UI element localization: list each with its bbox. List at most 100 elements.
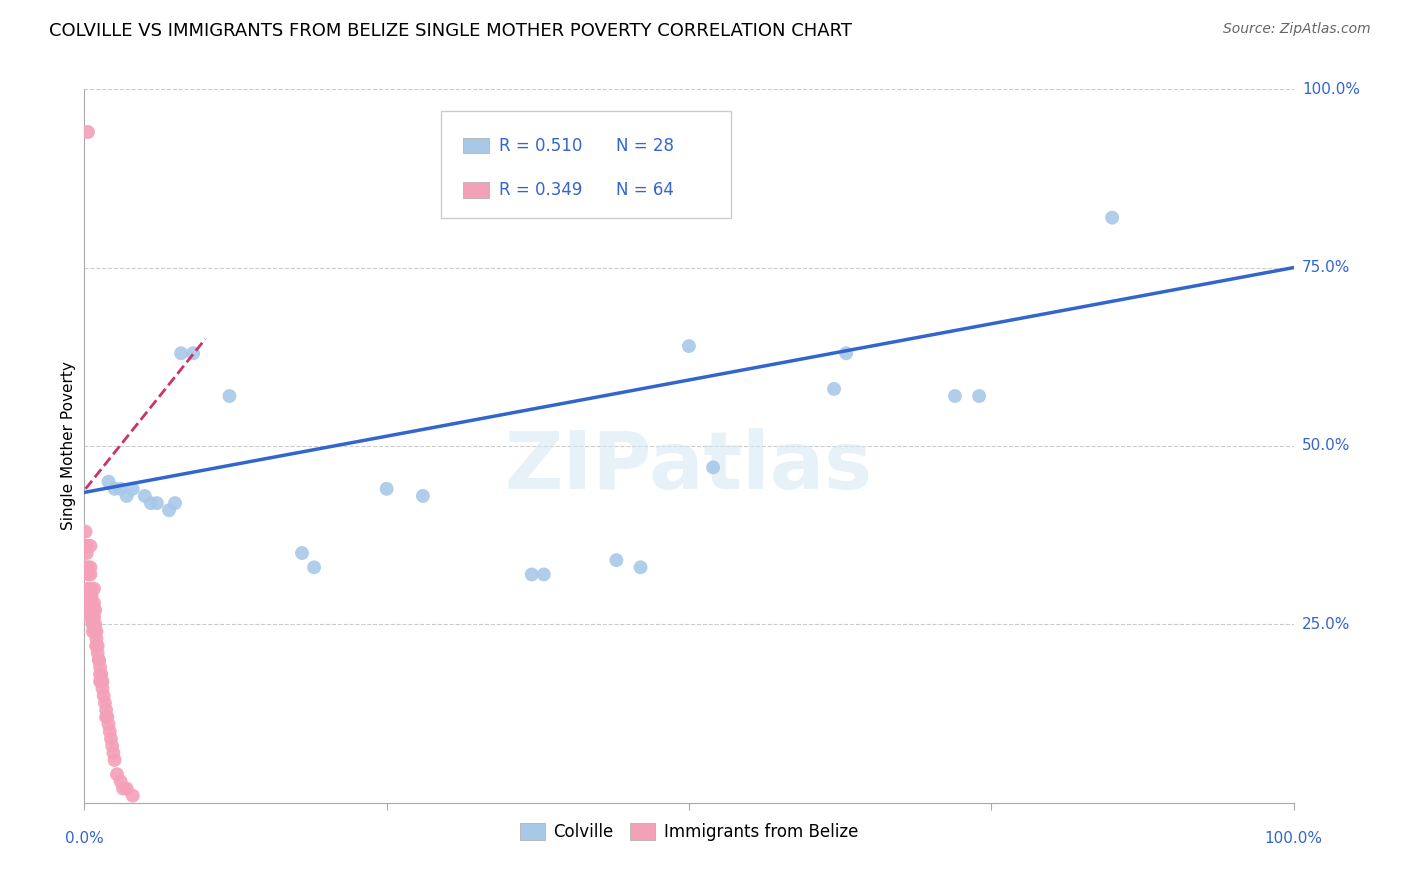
Point	[115, 781, 138, 796]
Point	[97, 475, 120, 489]
Point	[77, 125, 100, 139]
Point	[80, 589, 103, 603]
Point	[121, 482, 143, 496]
Point	[94, 703, 117, 717]
Point	[90, 674, 112, 689]
Point	[77, 596, 100, 610]
Point	[86, 646, 108, 660]
Point	[157, 503, 180, 517]
Text: ZIPatlas: ZIPatlas	[505, 428, 873, 507]
Point	[412, 489, 434, 503]
Text: COLVILLE VS IMMIGRANTS FROM BELIZE SINGLE MOTHER POVERTY CORRELATION CHART: COLVILLE VS IMMIGRANTS FROM BELIZE SINGL…	[49, 22, 852, 40]
Point	[835, 346, 858, 360]
Point	[79, 560, 101, 574]
Text: N = 28: N = 28	[616, 136, 675, 154]
Point	[75, 524, 97, 539]
Text: 75.0%: 75.0%	[1302, 260, 1350, 275]
Point	[139, 496, 162, 510]
Point	[84, 603, 107, 617]
Point	[97, 717, 120, 731]
Point	[105, 767, 128, 781]
Text: 25.0%: 25.0%	[1302, 617, 1350, 632]
Point	[630, 560, 652, 574]
Point	[291, 546, 314, 560]
Text: R = 0.349: R = 0.349	[499, 181, 582, 199]
Text: R = 0.510: R = 0.510	[499, 136, 582, 154]
Point	[110, 482, 132, 496]
Point	[89, 674, 111, 689]
Point	[87, 653, 110, 667]
Text: N = 64: N = 64	[616, 181, 675, 199]
Point	[76, 560, 98, 574]
Point	[86, 624, 108, 639]
Point	[75, 539, 97, 553]
Point	[83, 610, 105, 624]
Point	[76, 546, 98, 560]
Point	[77, 589, 100, 603]
Point	[110, 774, 132, 789]
Point	[112, 781, 135, 796]
Text: 100.0%: 100.0%	[1264, 831, 1323, 847]
Text: 0.0%: 0.0%	[65, 831, 104, 847]
Point	[80, 596, 103, 610]
Point	[170, 346, 193, 360]
Point	[101, 739, 124, 753]
Point	[165, 496, 187, 510]
Point	[89, 660, 111, 674]
Point	[77, 582, 100, 596]
FancyBboxPatch shape	[463, 137, 489, 153]
Point	[115, 489, 138, 503]
Point	[678, 339, 700, 353]
Point	[302, 560, 325, 574]
Point	[605, 553, 627, 567]
FancyBboxPatch shape	[463, 182, 489, 198]
Point	[93, 689, 115, 703]
Point	[121, 789, 143, 803]
Point	[79, 539, 101, 553]
Point	[82, 603, 104, 617]
Point	[84, 624, 107, 639]
Point	[98, 724, 121, 739]
Point	[104, 753, 127, 767]
Point	[84, 617, 107, 632]
Text: Source: ZipAtlas.com: Source: ZipAtlas.com	[1223, 22, 1371, 37]
Point	[79, 567, 101, 582]
Point	[134, 489, 156, 503]
Point	[77, 567, 100, 582]
Point	[87, 653, 110, 667]
Text: 50.0%: 50.0%	[1302, 439, 1350, 453]
FancyBboxPatch shape	[441, 111, 731, 218]
Point	[533, 567, 555, 582]
Point	[80, 603, 103, 617]
Point	[86, 639, 108, 653]
Point	[146, 496, 169, 510]
Point	[82, 624, 104, 639]
Point	[967, 389, 990, 403]
Point	[77, 610, 100, 624]
Point	[94, 696, 117, 710]
Y-axis label: Single Mother Poverty: Single Mother Poverty	[60, 361, 76, 531]
Point	[90, 667, 112, 681]
Point	[83, 596, 105, 610]
Point	[82, 617, 104, 632]
Point	[1101, 211, 1123, 225]
Point	[520, 567, 543, 582]
Point	[86, 632, 108, 646]
Point	[86, 639, 108, 653]
Point	[83, 603, 105, 617]
Point	[77, 560, 100, 574]
Legend: Colville, Immigrants from Belize: Colville, Immigrants from Belize	[513, 816, 865, 848]
Point	[181, 346, 204, 360]
Point	[103, 746, 125, 760]
Point	[218, 389, 240, 403]
Point	[83, 582, 105, 596]
Text: 100.0%: 100.0%	[1302, 82, 1360, 96]
Point	[91, 681, 114, 696]
Point	[100, 731, 122, 746]
Point	[82, 610, 104, 624]
Point	[375, 482, 398, 496]
Point	[77, 603, 100, 617]
Point	[76, 539, 98, 553]
Point	[94, 710, 117, 724]
Point	[104, 482, 127, 496]
